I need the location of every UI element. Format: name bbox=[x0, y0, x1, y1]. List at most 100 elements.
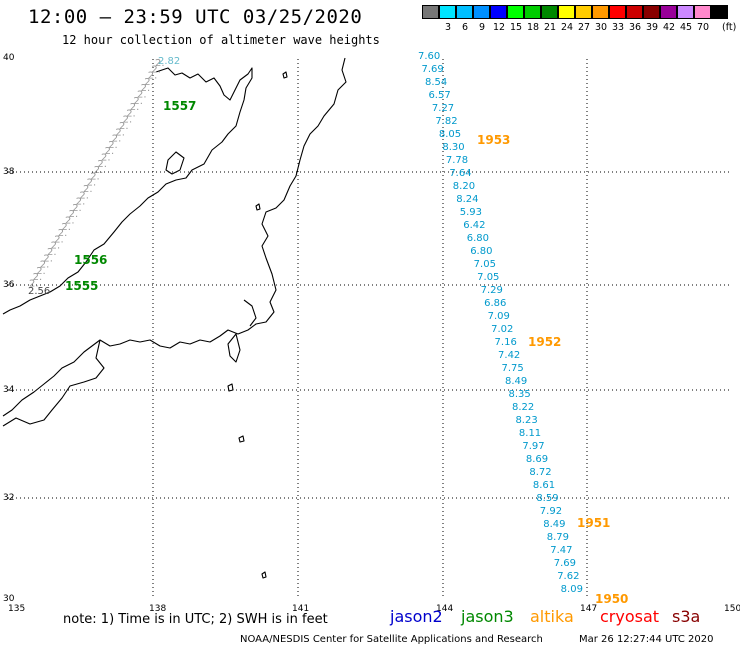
legend-label: 24 bbox=[560, 22, 574, 33]
west-track-mark: 2. bbox=[79, 190, 89, 201]
east-track-value: 7.29 bbox=[481, 285, 503, 296]
legend-label: 3 bbox=[444, 22, 452, 33]
legend-label: 15 bbox=[509, 22, 523, 33]
west-track-mark: 2. bbox=[51, 241, 61, 252]
x-tick-label: 150 bbox=[724, 604, 740, 614]
coastline-honshu-west bbox=[2, 67, 253, 315]
west-track-mark: 2. bbox=[130, 102, 140, 113]
legend-label: 33 bbox=[611, 22, 625, 33]
legend-swatch bbox=[643, 5, 660, 19]
west-track-mark: 2. bbox=[144, 77, 154, 88]
y-tick-label: 30 bbox=[3, 594, 15, 604]
west-track-mark: 2. bbox=[151, 64, 161, 75]
legend-swatch bbox=[609, 5, 626, 19]
coastline-island-1 bbox=[238, 435, 245, 443]
coastline-noto bbox=[165, 151, 185, 175]
legend-swatch bbox=[711, 5, 728, 19]
east-track-value: 7.05 bbox=[477, 272, 499, 283]
west-track-mark: 2. bbox=[123, 115, 133, 126]
legend-label: 9 bbox=[478, 22, 486, 33]
west-track-mark: 2. bbox=[40, 260, 50, 271]
west-track-mark: 2. bbox=[155, 58, 165, 69]
east-track-value: 8.22 bbox=[512, 402, 534, 413]
east-track-value: 7.02 bbox=[491, 324, 513, 335]
east-track-value: 6.80 bbox=[467, 233, 489, 244]
east-track-value: 8.11 bbox=[519, 428, 541, 439]
west-track-mark: 2. bbox=[72, 203, 82, 214]
coastline-kii bbox=[2, 339, 105, 427]
west-track-mark: 2. bbox=[97, 159, 107, 170]
coastline-izu bbox=[227, 333, 241, 363]
east-track-value: 7.05 bbox=[474, 259, 496, 270]
east-track-value: 6.57 bbox=[428, 90, 450, 101]
legend-swatch bbox=[677, 5, 694, 19]
y-tick-label: 38 bbox=[3, 167, 15, 177]
satellite-label-s3a: s3a bbox=[672, 607, 701, 626]
west-track-time: 1555 bbox=[65, 279, 98, 293]
west-track-mark: 2. bbox=[61, 222, 71, 233]
west-track-mark: 2. bbox=[141, 83, 151, 94]
west-track-bottom-value: 2.56 bbox=[28, 286, 50, 297]
east-track-time: 1951 bbox=[577, 516, 610, 530]
y-tick-label: 34 bbox=[3, 385, 15, 395]
west-track-mark: 2. bbox=[119, 121, 129, 132]
y-tick-label: 40 bbox=[3, 53, 15, 63]
east-track-value: 8.23 bbox=[515, 415, 537, 426]
x-tick-label: 144 bbox=[436, 604, 453, 614]
east-track-value: 7.78 bbox=[446, 155, 468, 166]
axis-tick-labels: 135 138 141 144 147 150 40 38 36 34 32 30 bbox=[3, 53, 740, 614]
page-subtitle: 12 hour collection of altimeter wave hei… bbox=[62, 33, 380, 47]
west-track-mark: 2. bbox=[36, 266, 46, 277]
x-tick-label: 138 bbox=[149, 604, 166, 614]
east-track-value: 6.86 bbox=[484, 298, 506, 309]
legend-label: 39 bbox=[645, 22, 659, 33]
east-track-value: 8.49 bbox=[543, 519, 565, 530]
west-track-mark: 2. bbox=[87, 178, 97, 189]
legend-label: 12 bbox=[492, 22, 506, 33]
legend-swatch bbox=[541, 5, 558, 19]
east-track-value: 8.24 bbox=[456, 194, 478, 205]
east-track-value: 8.49 bbox=[505, 376, 527, 387]
page-title: 12:00 – 23:59 UTC 03/25/2020 bbox=[28, 6, 363, 28]
east-track-value: 7.16 bbox=[495, 337, 517, 348]
east-track-value: 8.30 bbox=[442, 142, 464, 153]
east-track-value: 6.42 bbox=[463, 220, 485, 231]
east-track-value: 7.92 bbox=[540, 506, 562, 517]
legend-label: 36 bbox=[628, 22, 642, 33]
satellite-label-jason3: jason3 bbox=[461, 607, 514, 626]
legend-label: 42 bbox=[662, 22, 676, 33]
east-track-value: 8.20 bbox=[453, 181, 475, 192]
east-track-values: 7.60 7.69 8.54 6.57 7.27 7.82 8.05 8.30 7.78 7.64… bbox=[418, 51, 583, 595]
west-track-mark: 2. bbox=[33, 272, 43, 283]
east-track-value: 8.54 bbox=[425, 77, 447, 88]
map-grid bbox=[8, 59, 732, 598]
west-track-time: 1557 bbox=[163, 99, 196, 113]
legend-label: 27 bbox=[577, 22, 591, 33]
west-track-mark: 2. bbox=[101, 153, 111, 164]
west-track-stack: 2.2.2.2.2.2.2.2.2.2.2.2.2.2.2.2.2.2.2.2.… bbox=[29, 58, 165, 290]
legend-label: 45 bbox=[679, 22, 693, 33]
west-track-mark: 2. bbox=[83, 184, 93, 195]
legend-swatch bbox=[660, 5, 677, 19]
legend-label: 18 bbox=[526, 22, 540, 33]
satellite-label-altika: altika bbox=[530, 607, 574, 626]
legend-label: 6 bbox=[461, 22, 469, 33]
east-track-value: 7.47 bbox=[550, 545, 572, 556]
coastline-bay bbox=[243, 299, 257, 327]
east-track-value: 7.69 bbox=[421, 64, 443, 75]
west-track-mark: 2. bbox=[76, 197, 86, 208]
legend-swatch bbox=[575, 5, 592, 19]
legend-swatch bbox=[473, 5, 490, 19]
legend-swatch bbox=[592, 5, 609, 19]
legend-label: 30 bbox=[594, 22, 608, 33]
west-track-mark: 2. bbox=[54, 234, 64, 245]
legend-label: 21 bbox=[543, 22, 557, 33]
east-track-value: 8.59 bbox=[536, 493, 558, 504]
east-track-value: 8.61 bbox=[533, 480, 555, 491]
west-track-time: 1556 bbox=[74, 253, 107, 267]
timestamp-text: Mar 26 12:27:44 UTC 2020 bbox=[579, 634, 714, 645]
legend-swatch bbox=[694, 5, 711, 19]
satellite-label-cryosat: cryosat bbox=[600, 607, 660, 626]
coastline bbox=[2, 57, 347, 579]
